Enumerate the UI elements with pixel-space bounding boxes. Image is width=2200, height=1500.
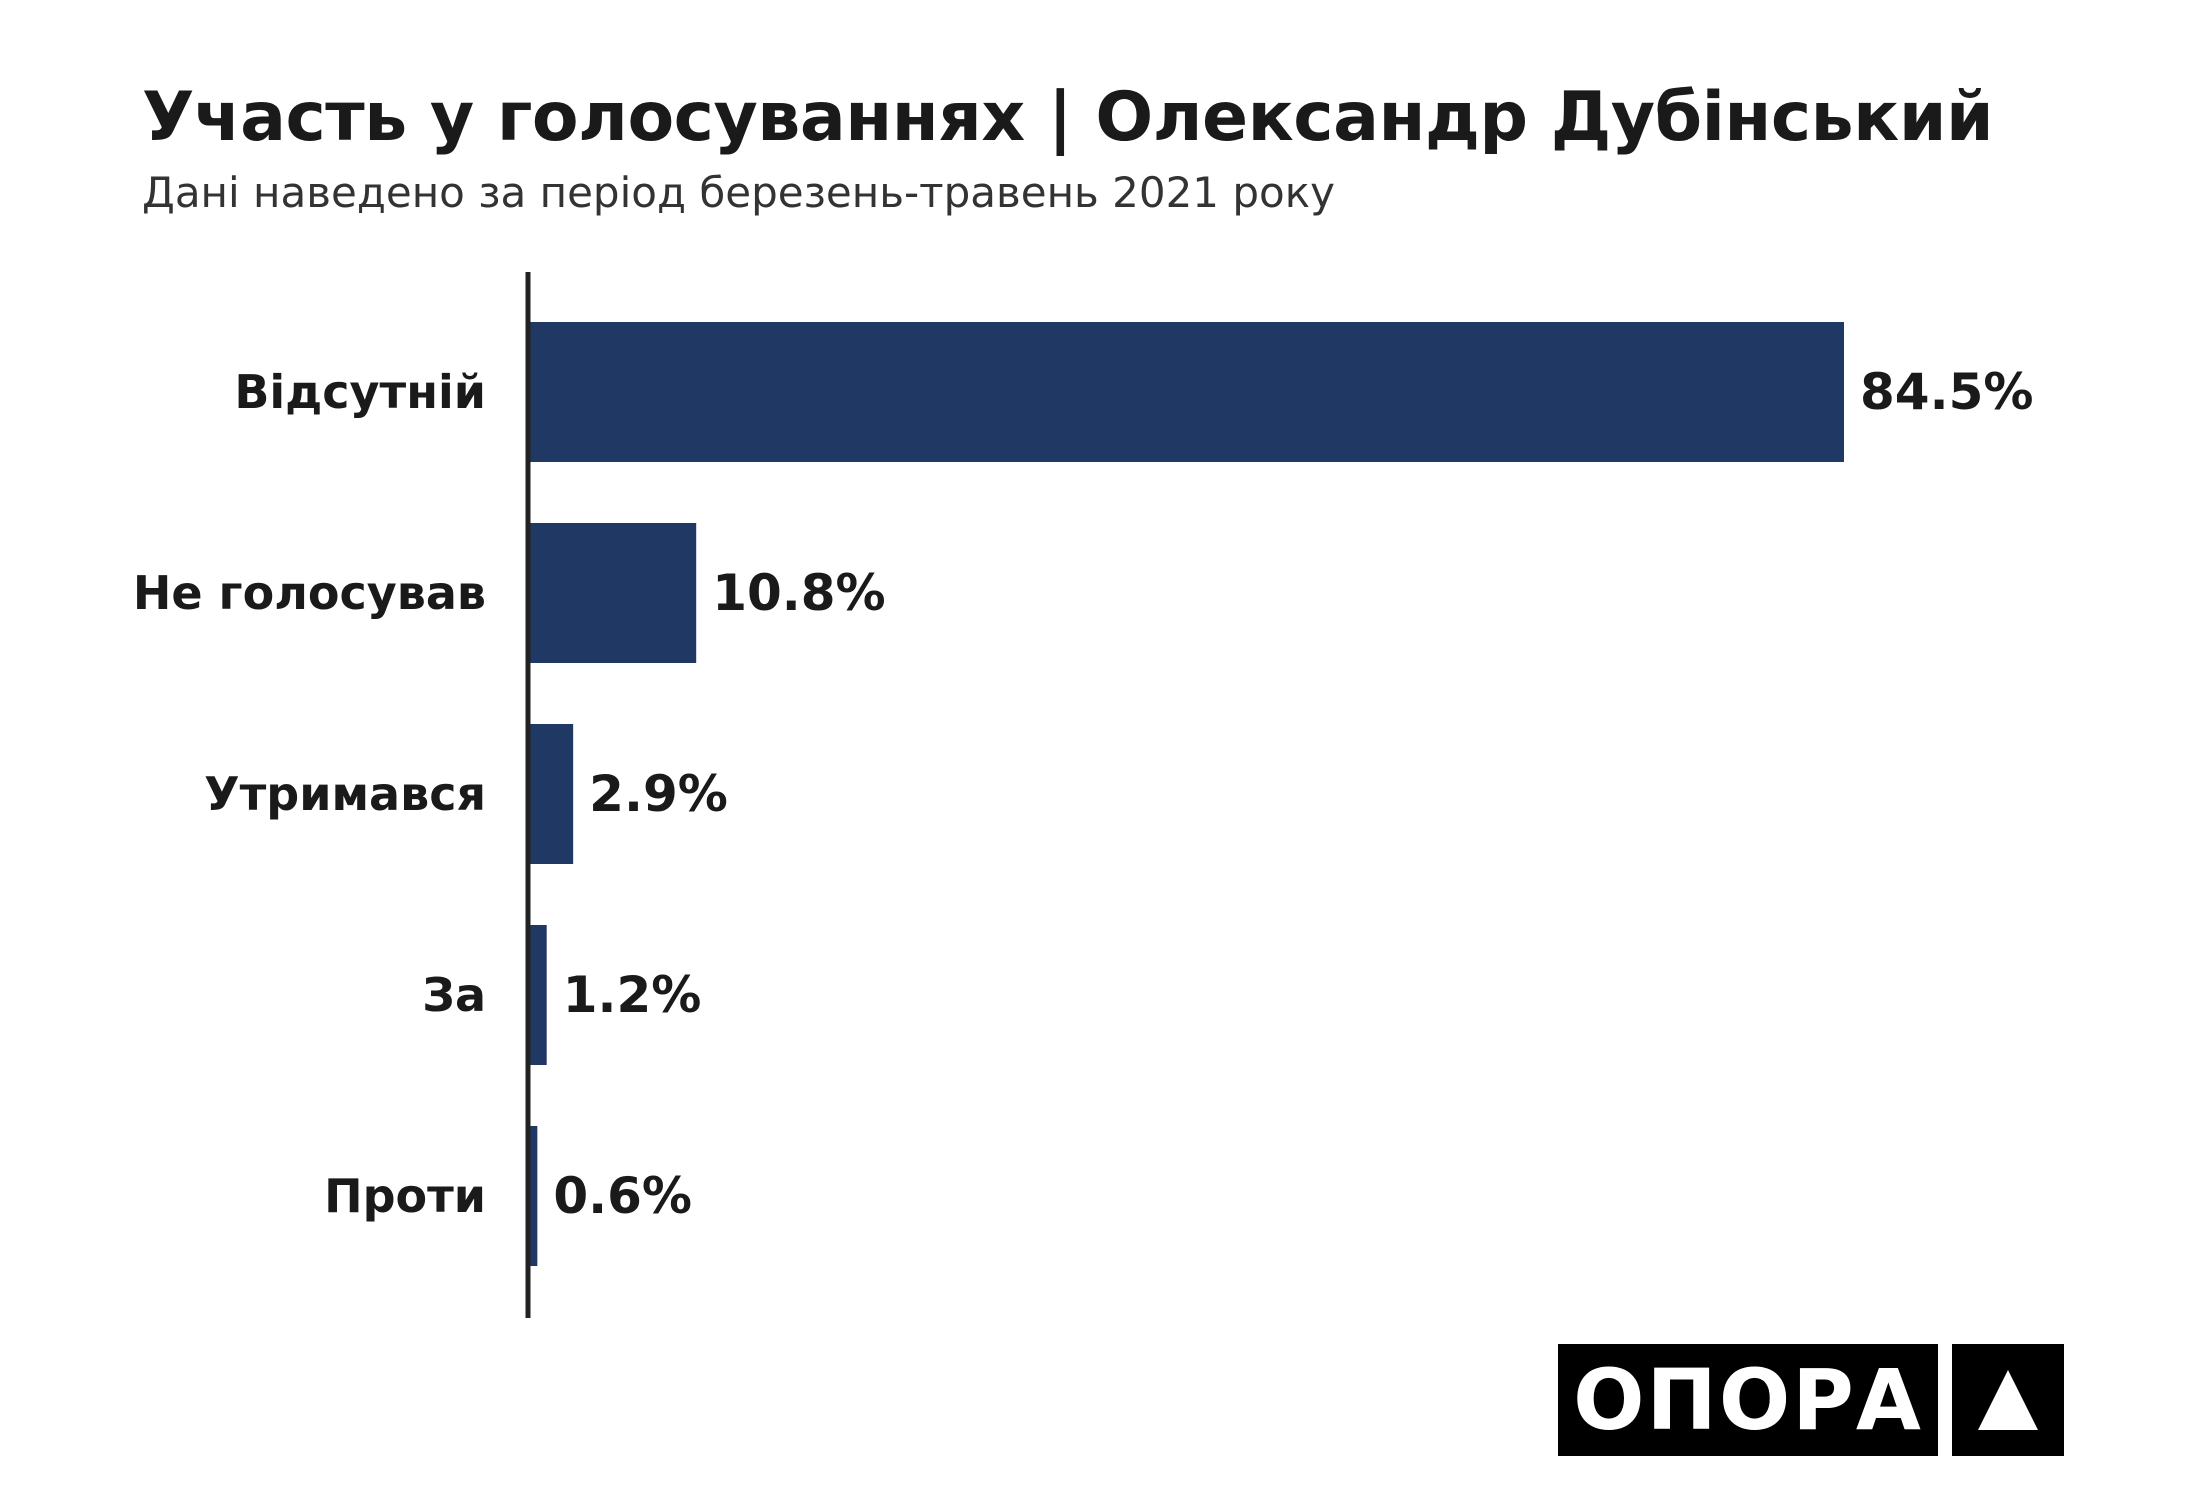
bars-group bbox=[528, 322, 1844, 1266]
value-label-5: 0.6% bbox=[553, 1167, 692, 1225]
value-label-3: 2.9% bbox=[589, 765, 728, 823]
value-label-1: 84.5% bbox=[1860, 363, 2033, 421]
category-labels-group: Відсутній Не голосував Утримався За Проти bbox=[133, 365, 486, 1223]
triangle-icon bbox=[1952, 1344, 2064, 1456]
bar-5 bbox=[528, 1126, 538, 1266]
chart-title: Участь у голосуваннях | Олександр Дубінс… bbox=[142, 78, 1994, 157]
category-label-2: Не голосував bbox=[133, 566, 486, 620]
bar-4 bbox=[528, 925, 547, 1065]
opora-logo: ОПОРА bbox=[1558, 1344, 2064, 1456]
category-label-4: За bbox=[422, 968, 486, 1022]
category-label-5: Проти bbox=[324, 1169, 486, 1223]
value-label-4: 1.2% bbox=[563, 966, 702, 1024]
bar-2 bbox=[528, 523, 697, 663]
bar-1 bbox=[528, 322, 1844, 462]
category-label-3: Утримався bbox=[204, 767, 486, 821]
value-labels-group: 84.5% 10.8% 2.9% 1.2% 0.6% bbox=[553, 363, 2033, 1225]
value-label-2: 10.8% bbox=[712, 564, 885, 622]
chart-subtitle: Дані наведено за період березень-травень… bbox=[142, 168, 1335, 217]
logo-wordmark: ОПОРА bbox=[1558, 1344, 1938, 1456]
category-label-1: Відсутній bbox=[234, 365, 486, 419]
bar-3 bbox=[528, 724, 574, 864]
